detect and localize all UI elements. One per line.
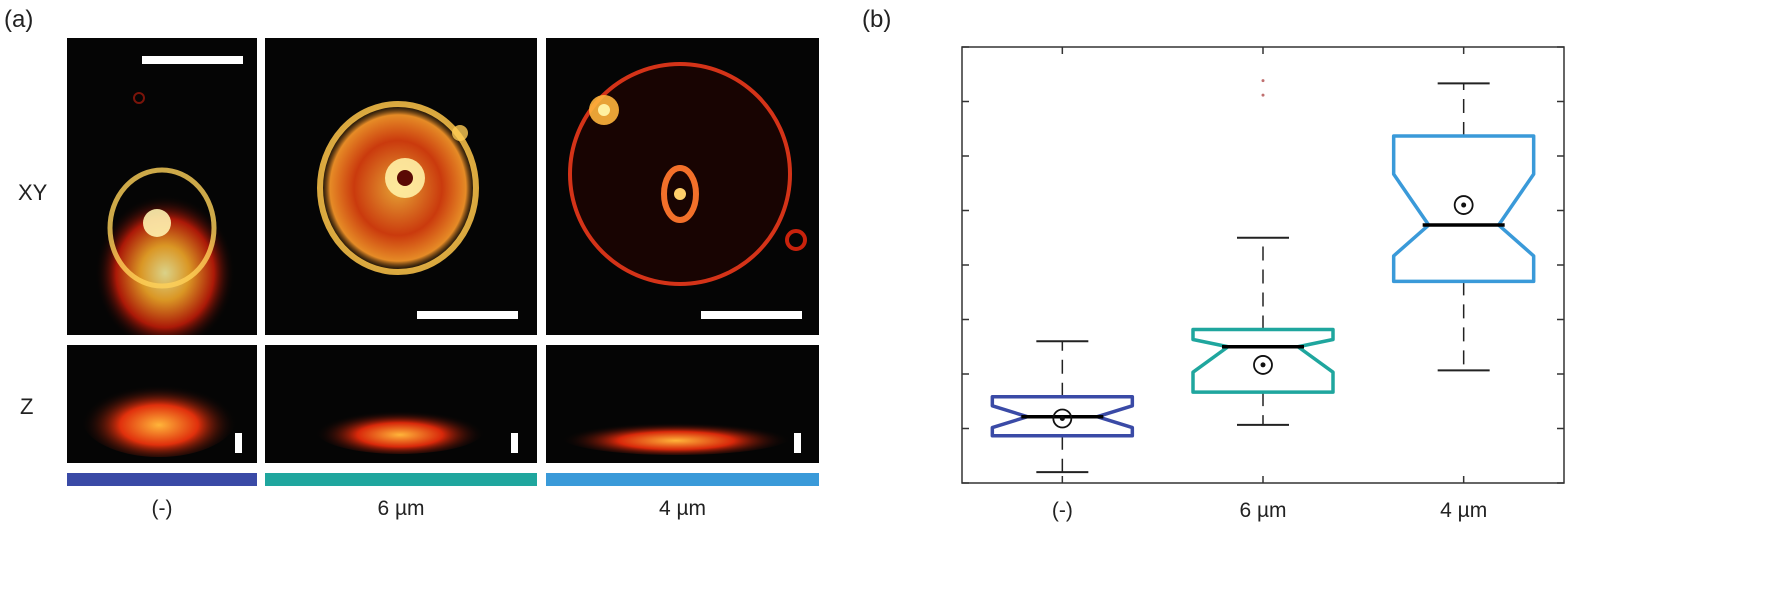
scale-bar [235,433,242,453]
micrograph-z-4um [546,345,819,463]
row-label-z: Z [20,394,34,419]
micrograph-z-none [67,345,257,463]
x-tick-label: 4 µm [1440,499,1487,522]
box-1 [1191,79,1335,426]
mean-marker [1052,408,1073,429]
x-tick-label: 6 µm [1239,499,1286,522]
outlier-point [1261,93,1265,97]
row-label-xy: XY [18,180,48,205]
mean-marker [1453,195,1474,215]
condition-label-6um: 6 µm [377,497,425,520]
condition-label-4um: 4 µm [658,497,707,520]
scale-bar [511,433,518,453]
condition-label-none: (-) [151,497,173,520]
mean-marker [1253,355,1273,375]
scale-bar [142,56,243,64]
outlier-point [1261,79,1265,83]
scale-bar [417,311,518,319]
condition-bar-none [67,473,257,486]
micrograph-z-6um [265,345,537,463]
mean-marker-dot [1059,416,1065,422]
box-plot-chart: 60120180240300360420480540(-)6 µm4 µmSec… [961,46,1565,522]
micrograph-xy-6um [265,38,537,335]
scale-bar [701,311,802,319]
mean-marker-dot [1260,362,1266,368]
notched-box [1391,134,1536,284]
panel-b-label: (b) [862,6,892,33]
condition-bar-6um [265,473,537,486]
panel-a-label: (a) [4,6,34,33]
box-2 [1391,82,1536,372]
scale-bar [794,433,801,453]
box-0 [990,340,1135,474]
micrograph-xy-none [67,38,257,335]
x-tick-label: (-) [1052,499,1073,522]
micrograph-xy-4um [546,38,819,335]
notched-box [1191,327,1335,394]
mean-marker-dot [1461,202,1467,208]
condition-bar-4um [546,473,819,486]
